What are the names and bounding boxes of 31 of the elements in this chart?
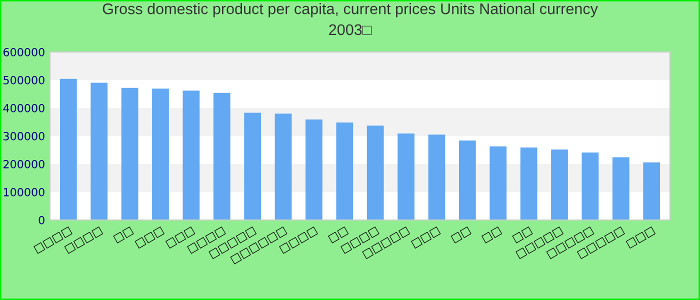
bar (152, 88, 169, 220)
bar (336, 122, 354, 220)
bar (582, 152, 599, 220)
y-tick-label: 200000 (4, 160, 44, 168)
bar (213, 92, 230, 220)
bar (490, 146, 507, 220)
bar (612, 157, 630, 220)
bar (398, 133, 414, 220)
bar (274, 114, 292, 220)
bar (244, 112, 262, 220)
y-tick-label: 400000 (3, 104, 44, 112)
y-tick-label: 100000 (4, 188, 44, 196)
y-tick-label: 600000 (4, 48, 44, 56)
x-tick-label: □□ (113, 226, 134, 244)
bar (643, 162, 660, 220)
bar (182, 90, 200, 220)
y-tick-label: 500000 (4, 76, 44, 84)
bar (428, 134, 446, 220)
bar (551, 149, 568, 220)
bar (90, 82, 108, 220)
bar (121, 88, 138, 220)
bar (60, 78, 77, 220)
bar (366, 126, 384, 220)
y-tick-label: 300000 (4, 132, 44, 140)
bar (458, 140, 476, 220)
x-tick-label: □□ (481, 226, 502, 244)
bar (520, 147, 538, 220)
x-tick-label: □□ (450, 226, 472, 244)
chart-title: Gross domestic product per capita, current prices Units National currency 2003□ (102, 3, 598, 36)
y-tick-label: 0 (38, 216, 44, 224)
bar (306, 119, 322, 220)
